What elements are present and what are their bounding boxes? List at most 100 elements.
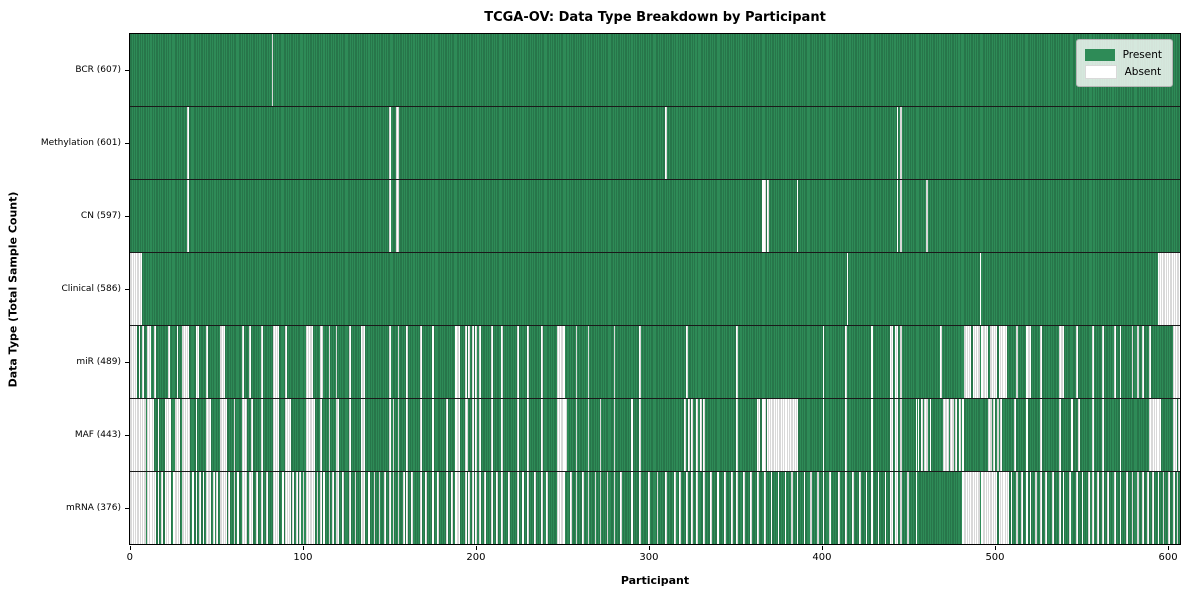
absent-stripe xyxy=(917,399,920,471)
absent-stripe xyxy=(896,180,899,252)
absent-stripe xyxy=(216,472,219,544)
absent-stripe xyxy=(285,472,288,544)
absent-stripe xyxy=(648,472,650,544)
absent-stripe xyxy=(174,399,177,471)
absent-stripe xyxy=(152,399,155,471)
absent-stripe xyxy=(1148,399,1151,471)
absent-stripe xyxy=(142,399,144,471)
absent-stripe xyxy=(195,326,198,398)
absent-stripe xyxy=(561,399,564,471)
absent-stripe xyxy=(195,472,198,544)
absent-stripe xyxy=(673,472,676,544)
absent-stripe xyxy=(164,399,167,471)
absent-stripe xyxy=(613,472,616,544)
absent-stripe xyxy=(349,472,352,544)
absent-stripe xyxy=(967,326,970,398)
absent-stripe xyxy=(606,472,609,544)
absent-stripe xyxy=(710,472,712,544)
absent-stripe xyxy=(782,399,785,471)
absent-stripe xyxy=(1159,253,1161,325)
absent-stripe xyxy=(1173,472,1175,544)
absent-stripe xyxy=(323,472,326,544)
absent-stripe xyxy=(478,326,481,398)
absent-stripe xyxy=(984,472,987,544)
x-tick-label: 500 xyxy=(985,552,1005,563)
absent-stripe xyxy=(181,326,184,398)
absent-stripe xyxy=(926,180,928,252)
absent-stripe xyxy=(1159,399,1161,471)
absent-stripe xyxy=(233,399,236,471)
absent-stripe xyxy=(846,253,849,325)
absent-stripe xyxy=(306,399,308,471)
absent-stripe xyxy=(130,326,132,398)
absent-stripe xyxy=(865,472,868,544)
absent-stripe xyxy=(896,326,899,398)
absent-stripe xyxy=(140,399,143,471)
absent-stripe xyxy=(763,180,766,252)
absent-stripe xyxy=(249,326,251,398)
absent-stripe xyxy=(1157,399,1160,471)
absent-stripe xyxy=(756,399,759,471)
absent-stripe xyxy=(133,253,136,325)
row-label-mrna: mRNA (376) xyxy=(66,503,121,514)
absent-stripe xyxy=(205,399,208,471)
absent-stripe xyxy=(796,180,799,252)
absent-stripe xyxy=(133,326,136,398)
absent-stripe xyxy=(307,472,310,544)
absent-stripe xyxy=(774,399,776,471)
x-tick-mark xyxy=(302,546,304,550)
absent-stripe xyxy=(397,180,400,252)
absent-stripe xyxy=(563,472,566,544)
absent-stripe xyxy=(256,472,258,544)
absent-stripe xyxy=(1126,472,1129,544)
absent-stripe xyxy=(991,472,994,544)
absent-stripe xyxy=(995,326,997,398)
absent-stripe xyxy=(686,326,688,398)
legend-item-present: Present xyxy=(1084,46,1162,63)
x-axis-ticks: 0 100 200 300 400 500 600 xyxy=(127,546,1181,576)
absent-stripe xyxy=(775,399,778,471)
absent-stripe xyxy=(148,326,151,398)
absent-stripe xyxy=(995,472,997,544)
absent-stripe xyxy=(167,472,170,544)
absent-stripe xyxy=(1069,472,1072,544)
absent-stripe xyxy=(907,472,909,544)
absent-stripe xyxy=(1000,326,1003,398)
absent-stripe xyxy=(219,472,222,544)
absent-stripe xyxy=(397,472,400,544)
absent-stripe xyxy=(368,472,371,544)
absent-stripe xyxy=(136,399,139,471)
absent-stripe xyxy=(299,472,301,544)
absent-stripe xyxy=(1014,399,1016,471)
absent-stripe xyxy=(332,472,334,544)
absent-stripe xyxy=(273,326,276,398)
absent-stripe xyxy=(288,472,291,544)
absent-stripe xyxy=(188,399,191,471)
absent-stripe xyxy=(971,472,973,544)
absent-stripe xyxy=(791,472,794,544)
absent-stripe xyxy=(150,472,153,544)
absent-stripe xyxy=(696,472,699,544)
plot-area: Present Absent xyxy=(129,33,1181,545)
absent-stripe xyxy=(313,399,315,471)
absent-stripe xyxy=(900,326,902,398)
absent-stripe xyxy=(243,399,246,471)
absent-stripe xyxy=(770,472,773,544)
absent-stripe xyxy=(131,326,134,398)
absent-stripe xyxy=(199,472,201,544)
absent-stripe xyxy=(140,472,143,544)
absent-stripe xyxy=(242,399,244,471)
absent-stripe xyxy=(337,399,339,471)
absent-stripe xyxy=(484,472,486,544)
absent-stripe xyxy=(454,472,457,544)
absent-stripe xyxy=(266,472,269,544)
absent-stripe xyxy=(243,472,246,544)
absent-stripe xyxy=(784,399,787,471)
absent-stripe xyxy=(437,472,440,544)
absent-stripe xyxy=(895,399,897,471)
absent-stripe xyxy=(763,399,766,471)
absent-stripe xyxy=(1003,472,1006,544)
absent-stripe xyxy=(1167,472,1170,544)
absent-stripe xyxy=(147,399,149,471)
absent-stripe xyxy=(977,472,980,544)
